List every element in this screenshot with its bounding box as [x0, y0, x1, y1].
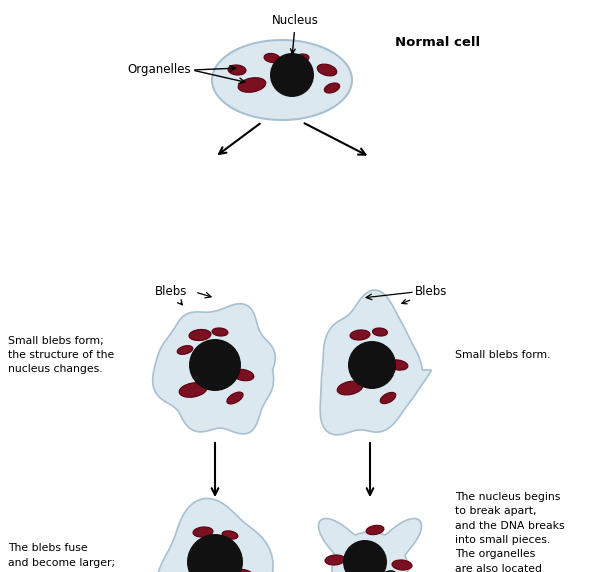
Ellipse shape — [222, 531, 238, 539]
Ellipse shape — [317, 64, 337, 76]
Text: Organelles: Organelles — [127, 63, 191, 77]
Text: The nucleus begins
to break apart,
and the DNA breaks
into small pieces.
The org: The nucleus begins to break apart, and t… — [455, 492, 565, 572]
Ellipse shape — [388, 360, 408, 370]
Ellipse shape — [228, 65, 246, 75]
Text: Small blebs form;
the structure of the
nucleus changes.: Small blebs form; the structure of the n… — [8, 336, 114, 375]
Circle shape — [270, 53, 314, 97]
Ellipse shape — [232, 569, 254, 572]
Ellipse shape — [380, 392, 396, 404]
Ellipse shape — [189, 329, 211, 340]
Ellipse shape — [350, 330, 370, 340]
Circle shape — [348, 341, 396, 389]
Circle shape — [343, 540, 387, 572]
Ellipse shape — [177, 345, 193, 355]
Ellipse shape — [193, 527, 213, 537]
Circle shape — [189, 339, 241, 391]
Ellipse shape — [392, 560, 412, 570]
Ellipse shape — [212, 40, 352, 120]
Text: Normal cell: Normal cell — [395, 35, 480, 49]
Ellipse shape — [295, 54, 309, 62]
Ellipse shape — [212, 328, 228, 336]
Ellipse shape — [366, 525, 384, 535]
Text: Small blebs form.: Small blebs form. — [455, 350, 551, 360]
Ellipse shape — [379, 570, 397, 572]
Polygon shape — [157, 498, 273, 572]
Text: Blebs: Blebs — [155, 285, 187, 305]
Text: The blebs fuse
and become larger;
no organelles are
located in the blebs.: The blebs fuse and become larger; no org… — [8, 543, 119, 572]
Ellipse shape — [227, 392, 243, 404]
Polygon shape — [320, 290, 431, 435]
Ellipse shape — [232, 370, 254, 381]
Circle shape — [187, 534, 243, 572]
Polygon shape — [319, 519, 421, 572]
Text: Blebs: Blebs — [402, 285, 448, 304]
Ellipse shape — [238, 78, 266, 92]
Ellipse shape — [325, 555, 345, 565]
Text: Nucleus: Nucleus — [272, 14, 319, 54]
Ellipse shape — [264, 53, 280, 62]
Ellipse shape — [179, 383, 207, 398]
Ellipse shape — [373, 328, 388, 336]
Polygon shape — [153, 304, 275, 434]
Ellipse shape — [325, 83, 340, 93]
Ellipse shape — [337, 381, 363, 395]
